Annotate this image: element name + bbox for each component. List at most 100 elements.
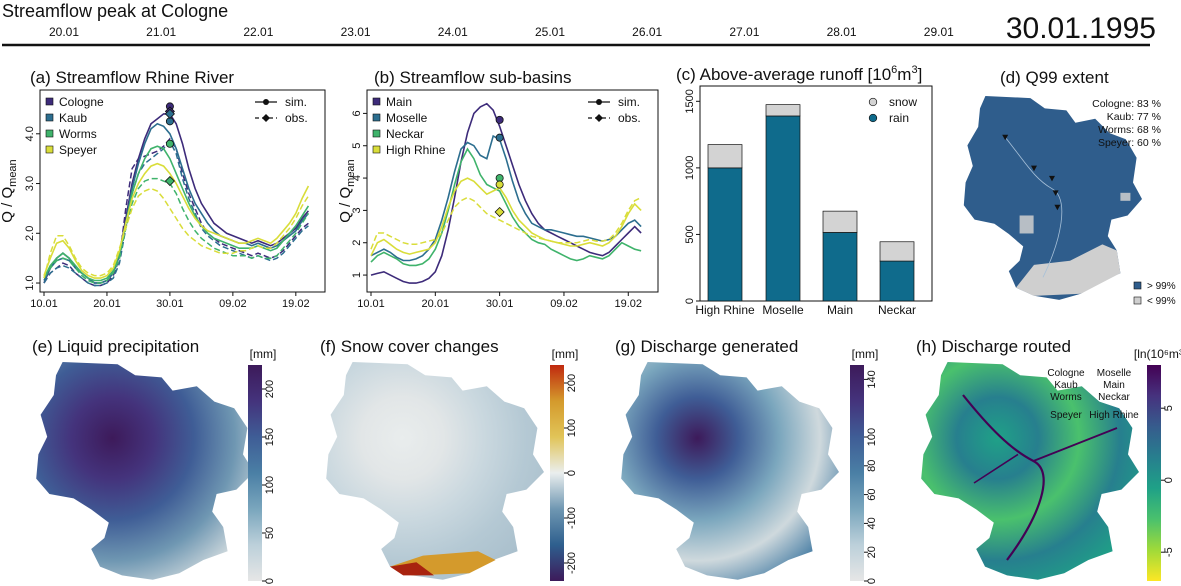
legend-rain-marker [868,113,878,123]
legend-swatch-moselle [372,113,381,122]
colorbar-tick-label: 60 [866,488,878,500]
series-speyer-sim [43,162,310,279]
header-date: 30.01.1995 [1006,12,1156,45]
timeline-tick-label: 20.01 [49,25,79,39]
peak-obs-high_rhine [494,206,505,218]
legend-swatch-neckar [372,129,381,138]
timeline-tick-label: 21.01 [146,25,176,39]
map-panel-h: (h) Discharge routed [ln(10⁶m³)] CologneKa… [916,337,1181,581]
y-tick-label: 1000 [684,156,696,180]
y-tick-label: 3 [351,207,363,213]
x-tick-label: 09.02 [550,298,578,310]
legend-sim-marker [596,99,602,105]
bar-rain-1 [765,115,801,302]
x-tick-label: 20.01 [422,298,450,310]
header-title: Streamflow peak at Cologne [2,1,228,21]
y-tick-label: 1500 [684,89,696,113]
colorbar-tick-label: 200 [264,380,276,398]
series-speyer-obs [43,187,310,279]
map-unit-h: [ln(10⁶m³)] [1134,347,1181,361]
gauge-label-3: Speyer [1050,410,1082,421]
panel-c-frame [699,85,933,302]
q99-stat: Cologne: 83 % [1092,98,1161,110]
timeline-tick-label: 25.01 [535,25,565,39]
legend-swatch-speyer [45,145,54,154]
colorbar-tick-label: 20 [866,546,878,558]
subbasin-label-3: High Rhine [1089,410,1139,421]
legend-label-low: < 99% [1147,296,1176,307]
x-tick-label: 19.02 [615,298,643,310]
colorbar-g [850,365,864,581]
peak-sim-main [495,115,504,124]
colorbar-tick-label: 140 [866,370,878,388]
legend-sim-marker [263,99,269,105]
subbasin-label-0: Moselle [1097,368,1132,379]
map-panel-f: (f) Snow cover changes [mm] -200 -100 0 100 20… [320,337,578,581]
q99-stat: Kaub: 77 % [1107,111,1161,123]
y-tick-label: 2 [351,240,363,246]
legend-label-main: Main [386,95,412,109]
timeline-tick-label: 28.01 [827,25,857,39]
map-g-field [621,362,839,580]
peak-obs-kaub [164,108,175,119]
map-f-field [326,362,544,580]
y-tick-label: 3.0 [24,176,36,191]
gauge-marker [1002,134,1009,141]
bar-snow-0 [707,144,743,169]
gauge-label-0: Cologne [1047,368,1085,379]
bar-snow-2 [822,210,858,233]
colorbar-tick-label: 50 [264,527,276,539]
map-unit-e: [mm] [250,347,277,361]
subbasin-label-1: Main [1103,380,1125,391]
legend-label-high_rhine: High Rhine [386,143,446,157]
bar-rain-2 [822,232,858,302]
peak-sim-moselle [495,133,504,142]
panel-d-title: (d) Q99 extent [1000,68,1109,87]
map-title-h: (h) Discharge routed [916,337,1071,356]
series-cologne-obs [43,137,309,287]
legend-swatch-main [372,97,381,106]
panel-b-frame [366,89,659,293]
series-kaub-obs [43,139,309,287]
gauge-label-2: Worms [1050,392,1081,403]
map-title-e: (e) Liquid precipitation [32,337,199,356]
colorbar-tick-label: 80 [866,460,878,472]
y-tick-label: 6 [351,110,363,116]
y-tick-label: 2.0 [24,226,36,241]
panel-a-streamflow-rhine: (a) Streamflow Rhine River Q / Qmean 10.… [0,68,326,310]
series-high_rhine-obs [370,196,642,250]
legend-rain-label: rain [889,111,909,125]
x-tick-label: 09.02 [219,298,247,310]
peak-sim-worms [165,139,174,148]
q99-low-patch [1019,215,1034,234]
colorbar-tick-label: 150 [264,428,276,446]
timeline-ticks: 20.01 21.01 22.01 23.01 24.01 25.01 26.01 27.01… [49,25,954,39]
maps-row: (e) Liquid precipitation [mm]050100150200… [32,337,1181,584]
map-panel-g: (g) Discharge generated [mm] 0 20 40 60 80 100 1… [615,337,878,584]
panel-d-map [963,96,1142,300]
river-line [1004,136,1063,278]
q99-low-patch [1120,192,1131,201]
peak-obs-worms [164,175,175,187]
x-tick-label: 19.02 [282,298,310,310]
colorbar-tick-label: 100 [866,428,878,446]
legend-snow-label: snow [889,95,917,109]
panel-a-title: (a) Streamflow Rhine River [30,68,234,87]
panel-b-streamflow-subbasins: (b) Streamflow sub-basins Q / Qmean 10.0… [337,68,659,310]
legend-label-cologne: Cologne [59,95,104,109]
legend-sim-label: sim. [618,95,640,109]
legend-obs-label: obs. [618,111,641,125]
panel-c-above-average-runoff: (c) Above-average runoff [106m3] 0 500 100… [676,64,933,317]
y-tick-label: 1 [351,272,363,278]
timeline-tick-label: 23.01 [341,25,371,39]
timeline-tick-label: 29.01 [924,25,954,39]
legend-label-worms: Worms [59,127,97,141]
map-h-tributary [1033,427,1118,462]
x-tick-label: 10.01 [30,298,58,310]
colorbar-tick-label: 200 [566,374,578,392]
map-h-field [921,362,1139,580]
q99-stat: Worms: 68 % [1098,124,1161,136]
map-title-f: (f) Snow cover changes [320,337,499,356]
x-tick-label: 20.01 [93,298,121,310]
